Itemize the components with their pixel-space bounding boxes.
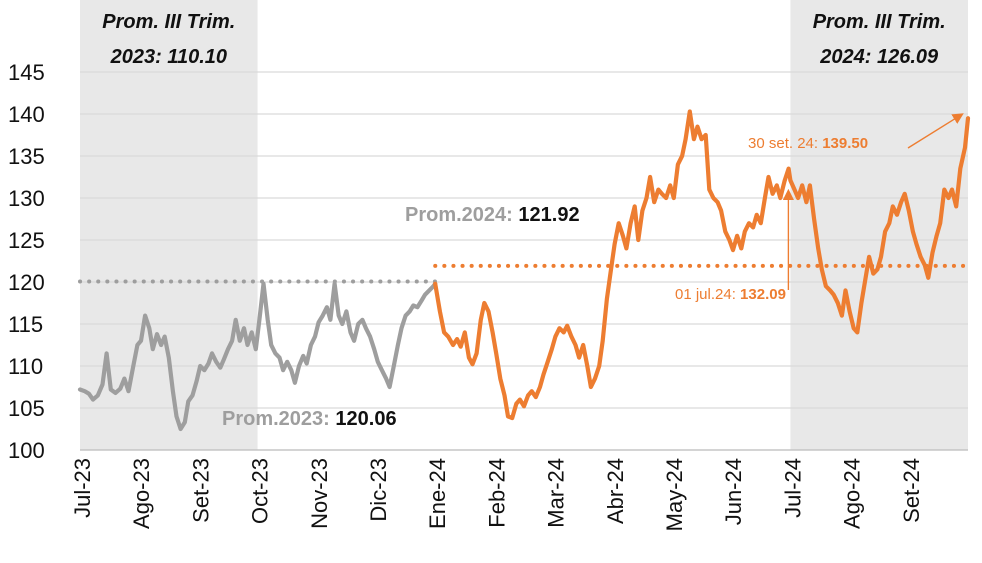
series-line-1 <box>77 281 438 432</box>
x-axis-ticks: Jul-23 Ago-23 Set-23 Oct-23 Nov-23 Dic-23 Ene-… <box>70 458 924 531</box>
x-tick-label: Ago-23 <box>129 458 154 529</box>
y-axis-ticks: 100 105 110 115 120 125 130 135 140 145 <box>8 60 45 463</box>
y-tick-label: 115 <box>8 312 43 337</box>
y-tick-label: 105 <box>8 396 45 421</box>
quarter-label-1-line1: Prom. III Trim. <box>102 11 235 33</box>
series-lines <box>77 109 971 432</box>
x-tick-label: Jul-23 <box>70 458 95 518</box>
y-tick-label: 145 <box>8 60 45 85</box>
y-tick-label: 120 <box>8 270 45 295</box>
average-label-2: Prom.2024: 121.92 <box>405 204 580 226</box>
quarter-label-2-line2: 2024: 126.09 <box>819 46 939 68</box>
x-tick-label: Nov-23 <box>307 458 332 529</box>
annotations: Prom.2023: 120.06 Prom.2024: 121.92 01 jul… <box>222 113 964 430</box>
y-tick-label: 130 <box>8 186 45 211</box>
x-tick-label: Ago-24 <box>840 458 865 529</box>
x-tick-label: Jun-24 <box>721 458 746 525</box>
x-tick-label: Abr-24 <box>603 458 628 524</box>
x-tick-label: May-24 <box>662 458 687 531</box>
x-tick-label: Mar-24 <box>544 458 569 528</box>
quarter-label-1-line2: 2023: 110.10 <box>110 46 227 68</box>
annotation-1: 01 jul.24: 132.09 <box>675 286 786 303</box>
series-line-2 <box>433 109 971 421</box>
y-tick-label: 125 <box>8 228 45 253</box>
x-tick-label: Set-24 <box>899 458 924 523</box>
x-tick-label: Dic-23 <box>366 458 391 522</box>
x-tick-label: Jul-24 <box>780 458 805 518</box>
x-tick-label: Oct-23 <box>248 458 273 524</box>
gridlines <box>80 71 968 451</box>
quarter-average-labels: Prom. III Trim. 2023: 110.10 Prom. III Tri… <box>102 11 945 68</box>
quarter-label-2-line1: Prom. III Trim. <box>813 11 946 33</box>
x-tick-label: Feb-24 <box>484 458 509 528</box>
y-tick-label: 140 <box>8 102 45 127</box>
annotation-arrow-2 <box>907 113 964 149</box>
y-tick-label: 135 <box>8 144 45 169</box>
y-tick-label: 100 <box>8 438 45 463</box>
annotation-2: 30 set. 24: 139.50 <box>748 135 868 152</box>
y-tick-label: 110 <box>8 354 43 379</box>
x-tick-label: Ene-24 <box>425 458 450 529</box>
average-label-1: Prom.2023: 120.06 <box>222 408 397 430</box>
x-tick-label: Set-23 <box>188 458 213 523</box>
